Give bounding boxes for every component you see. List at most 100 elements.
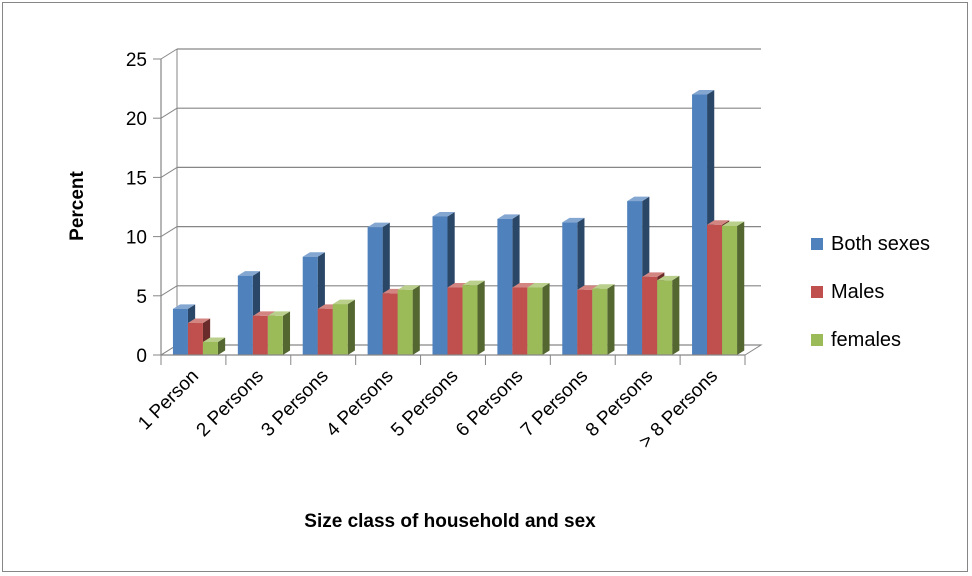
bar <box>332 299 355 355</box>
bar-front <box>267 315 283 355</box>
x-tick-label: 5 Persons <box>387 366 462 441</box>
x-tick-label: 1 Person <box>134 366 203 435</box>
y-axis-title: Percent <box>67 170 88 240</box>
bar-front <box>512 287 528 355</box>
bar-top <box>527 283 550 288</box>
bar-front <box>252 315 268 355</box>
y-tick-labels: 0 5 10 15 20 25 <box>126 50 147 367</box>
gridline-diagonal <box>160 48 178 60</box>
bar-top <box>397 285 420 290</box>
bar-side <box>282 311 291 355</box>
x-tick-label: 2 Persons <box>193 366 268 441</box>
y-tick-label: 20 <box>126 109 147 130</box>
bar-top <box>657 275 680 281</box>
bar-front <box>367 227 383 355</box>
bar-top <box>692 90 715 95</box>
bar-front <box>562 222 578 355</box>
legend-label: Both sexes <box>831 233 930 255</box>
bar-top <box>332 299 355 305</box>
bar-front <box>382 293 398 355</box>
bar-front <box>692 94 708 356</box>
bar-top <box>562 217 585 223</box>
legend: Both sexes Males females <box>811 233 930 351</box>
bar-front <box>432 216 448 355</box>
y-tick-label: 15 <box>126 168 147 189</box>
bar-front <box>627 201 643 355</box>
bar-front <box>317 308 333 355</box>
gridline-diagonal <box>160 285 178 297</box>
x-axis-title: Size class of household and sex <box>304 511 596 532</box>
x-tick-label: 6 Persons <box>452 366 527 441</box>
gridline-diagonal <box>160 107 178 119</box>
bar-top <box>707 220 730 225</box>
bar-side <box>412 285 420 355</box>
bar-top <box>172 304 196 309</box>
bar-front <box>237 275 253 355</box>
bar-side <box>217 337 226 355</box>
bar-top <box>187 318 211 324</box>
bar-front <box>527 287 543 355</box>
bar-front <box>187 323 203 355</box>
gridline-diagonal <box>160 166 178 178</box>
y-tick-label: 5 <box>136 287 147 308</box>
bar-front <box>202 341 218 355</box>
bar-front <box>592 288 608 355</box>
bar-top <box>592 284 615 289</box>
bar-top <box>497 214 520 219</box>
bar <box>592 284 615 355</box>
bar <box>462 280 485 355</box>
bar-top <box>237 271 261 276</box>
bar <box>657 275 680 355</box>
bar-front <box>302 256 318 355</box>
bar-top <box>367 222 390 228</box>
bar-front <box>497 218 513 355</box>
bar-side <box>737 221 745 355</box>
bar-side <box>347 299 355 355</box>
x-tick-label: 3 Persons <box>257 366 332 441</box>
bar-front <box>642 276 658 355</box>
bar <box>267 311 291 355</box>
legend-label: Males <box>831 281 884 303</box>
bar <box>527 283 550 355</box>
bar-front <box>447 287 463 355</box>
legend-swatch <box>811 286 823 298</box>
bar-top <box>722 221 745 226</box>
bar <box>202 337 226 355</box>
bar-top <box>302 252 325 257</box>
x-tick-label: 7 Persons <box>517 366 592 441</box>
bars <box>172 90 745 356</box>
x-tick-label: 4 Persons <box>322 366 397 441</box>
bar-side <box>477 280 485 355</box>
bar <box>722 221 745 355</box>
bar-front <box>332 304 348 355</box>
y-tick-label: 0 <box>136 346 147 367</box>
bar-front <box>397 289 413 355</box>
legend-label: females <box>831 329 901 351</box>
bar-top <box>267 311 291 316</box>
bar <box>397 285 420 355</box>
bar-top <box>462 280 485 286</box>
y-tick-label: 10 <box>126 228 147 249</box>
bar-side <box>607 284 615 355</box>
bar-front <box>722 225 738 355</box>
bar-front <box>657 280 673 355</box>
bar-top <box>252 311 276 316</box>
legend-swatch <box>811 238 823 250</box>
y-tick-label: 25 <box>126 50 147 71</box>
bar-front <box>462 285 478 355</box>
bar-top <box>642 272 665 277</box>
bar-front <box>707 224 723 355</box>
legend-swatch <box>811 334 823 346</box>
axes <box>153 58 746 365</box>
bar-side <box>672 275 680 355</box>
bar-front <box>172 308 188 355</box>
bar-top <box>627 196 650 202</box>
bar-front <box>577 289 593 355</box>
bar-side <box>542 283 550 355</box>
bar-top <box>512 283 535 288</box>
bar-top <box>202 337 226 342</box>
gridline-diagonal <box>160 226 178 238</box>
